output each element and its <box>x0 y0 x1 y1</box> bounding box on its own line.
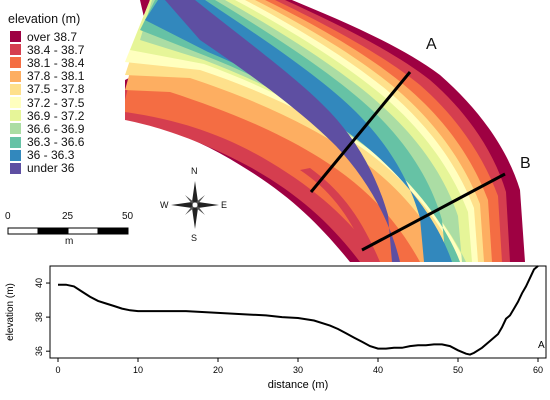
legend-label: 37.2 - 37.5 <box>27 95 85 110</box>
elevation-profile-line <box>58 265 539 356</box>
legend-item: 38.4 - 38.7 <box>10 43 84 56</box>
legend-item: under 36 <box>10 162 84 175</box>
compass-center <box>192 202 198 208</box>
x-tick-label: 0 <box>55 365 60 375</box>
compass-west-label: W <box>160 200 169 210</box>
legend-swatch <box>10 83 21 95</box>
transect-lines <box>309 71 506 252</box>
x-tick-label: 20 <box>213 365 223 375</box>
elevation-legend: over 38.7 38.4 - 38.7 38.1 - 38.4 37.8 - 38… <box>10 30 84 175</box>
band-36.6 <box>140 0 466 262</box>
legend-item: 36.3 - 36.6 <box>10 136 84 149</box>
legend-label: 36.3 - 36.6 <box>27 135 85 150</box>
legend-item: 38.1 - 38.4 <box>10 56 84 69</box>
transect-b-label: B <box>520 155 531 172</box>
scale-bar <box>7 227 129 235</box>
compass-east-label: E <box>221 200 228 210</box>
legend-item: 36 - 36.3 <box>10 149 84 162</box>
scale-segment-4 <box>97 227 129 235</box>
legend-item: 37.2 - 37.5 <box>10 96 84 109</box>
legend-label: 36.9 - 37.2 <box>27 108 85 123</box>
y-axis-label: elevation (m) <box>5 283 16 341</box>
legend-title: elevation (m) <box>8 12 81 26</box>
legend-swatch <box>10 57 21 69</box>
scale-segment-2 <box>37 227 69 235</box>
legend-label: 36 - 36.3 <box>27 148 75 163</box>
legend-item: 37.5 - 37.8 <box>10 83 84 96</box>
legend-swatch <box>10 70 21 82</box>
legend-swatch <box>10 162 21 174</box>
legend-label: 38.4 - 38.7 <box>27 42 85 57</box>
transect-a-label: A <box>426 36 437 53</box>
x-tick-label: 50 <box>453 365 463 375</box>
legend-label: 37.5 - 37.8 <box>27 82 85 97</box>
legend-label: 38.1 - 38.4 <box>27 55 85 70</box>
band-under-36 <box>165 0 400 262</box>
legend-item: 37.8 - 38.1 <box>10 70 84 83</box>
elevation-map <box>7 0 525 262</box>
legend-label: over 38.7 <box>27 29 78 44</box>
legend-swatch <box>10 136 21 148</box>
y-tick-label: 40 <box>34 278 44 288</box>
x-tick-label: 30 <box>293 365 303 375</box>
scale-tick-0: 0 <box>5 211 11 222</box>
band-outer-center-fill <box>300 168 380 262</box>
legend-label: 37.8 - 38.1 <box>27 69 85 84</box>
legend-swatch <box>10 123 21 135</box>
legend-label: under 36 <box>27 161 75 176</box>
legend-label: 36.6 - 36.9 <box>27 121 85 136</box>
x-tick-label: 10 <box>133 365 143 375</box>
scale-segment-1 <box>7 227 39 235</box>
panel-label: A <box>538 340 545 351</box>
elevation-bands <box>125 0 525 262</box>
legend-item: 36.9 - 37.2 <box>10 109 84 122</box>
compass-rose <box>171 181 219 229</box>
legend-swatch <box>10 149 21 161</box>
legend-swatch <box>10 110 21 122</box>
compass-north-label: N <box>191 166 198 176</box>
transect-a-line <box>309 71 412 193</box>
scale-tick-25: 25 <box>62 211 74 222</box>
legend-swatch <box>10 97 21 109</box>
x-tick-label: 60 <box>533 365 543 375</box>
scale-segment-3 <box>67 227 99 235</box>
legend-item: 36.6 - 36.9 <box>10 122 84 135</box>
scale-tick-50: 50 <box>122 211 134 222</box>
y-tick-label: 38 <box>34 312 44 322</box>
elevation-profile-chart: 0 10 20 30 40 50 60 36 38 40 A distance (m) elev… <box>5 265 547 391</box>
legend-swatch <box>10 44 21 56</box>
compass-south-label: S <box>191 233 198 243</box>
y-tick-label: 36 <box>34 346 44 356</box>
scale-unit: m <box>65 236 74 247</box>
y-axis: 36 38 40 <box>34 278 50 356</box>
band-36.9 <box>130 0 472 262</box>
plot-frame <box>49 265 547 359</box>
transect-b-line <box>361 172 506 252</box>
x-axis-label: distance (m) <box>268 379 329 391</box>
band-36 <box>145 0 452 262</box>
legend-swatch <box>10 31 21 43</box>
x-tick-label: 40 <box>373 365 383 375</box>
legend-item: over 38.7 <box>10 30 84 43</box>
x-axis: 0 10 20 30 40 50 60 <box>55 358 543 375</box>
